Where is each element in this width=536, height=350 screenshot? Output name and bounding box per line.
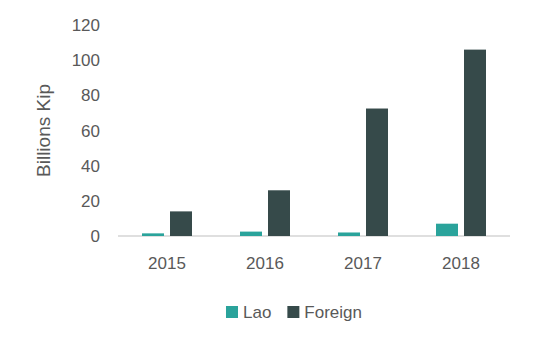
legend-swatch <box>287 306 299 318</box>
y-tick-label: 20 <box>81 192 100 211</box>
legend-label: Foreign <box>304 303 362 322</box>
y-tick-label: 100 <box>72 51 100 70</box>
bars <box>142 50 486 236</box>
legend: Lao Foreign <box>226 303 362 322</box>
bar <box>366 109 388 236</box>
y-tick-label: 40 <box>81 157 100 176</box>
bar <box>464 50 486 236</box>
bar <box>436 224 458 236</box>
x-tick-label: 2016 <box>246 254 284 273</box>
y-tick-label: 120 <box>72 16 100 35</box>
legend-label: Lao <box>243 303 271 322</box>
x-tick-label: 2018 <box>442 254 480 273</box>
bar <box>142 233 164 236</box>
y-tick-label: 0 <box>91 227 100 246</box>
bar <box>240 232 262 236</box>
bar <box>338 232 360 236</box>
y-tick-label: 60 <box>81 122 100 141</box>
bar <box>170 211 192 236</box>
y-axis-label: Billions Kip <box>33 84 54 177</box>
chart: 0 20 40 60 80 100 120 Billions Kip 2015 2016 2017 2… <box>0 0 536 350</box>
x-tick-label: 2015 <box>148 254 186 273</box>
y-tick-label: 80 <box>81 86 100 105</box>
bar <box>268 190 290 236</box>
legend-swatch <box>226 306 238 318</box>
x-tick-label: 2017 <box>344 254 382 273</box>
